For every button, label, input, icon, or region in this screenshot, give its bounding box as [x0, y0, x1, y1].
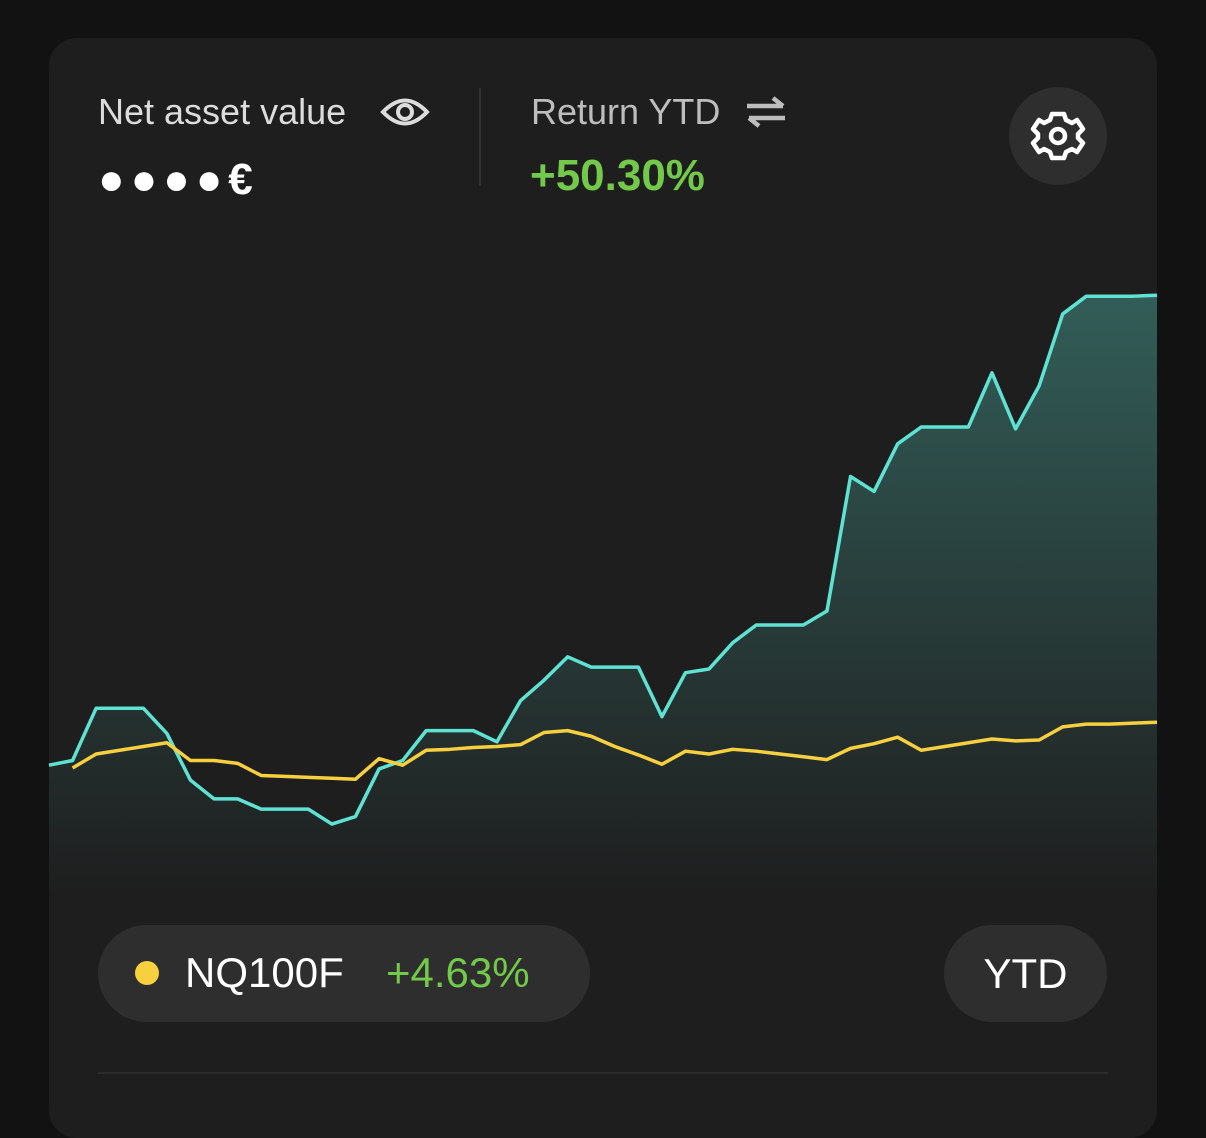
- line: [48, 293, 1158, 826]
- legend-name: NQ100F: [185, 949, 344, 996]
- benchmark-change: +4.63%: [386, 949, 530, 996]
- gear-icon: [1030, 111, 1086, 161]
- area: [49, 295, 1157, 896]
- divider: [479, 88, 481, 186]
- divider-line: [98, 1072, 1108, 1074]
- page: Net asset value ●●●●€ Return YTD +50.30%…: [48, 38, 1158, 1138]
- period-button[interactable]: YTD: [944, 925, 1107, 1022]
- return-value: +50.30%: [530, 151, 705, 200]
- settings-button[interactable]: [1009, 87, 1107, 185]
- benchmark-pill[interactable]: [98, 925, 590, 1022]
- chart: [48, 293, 1158, 896]
- return-label: Return YTD: [531, 91, 721, 132]
- eye-icon[interactable]: [380, 93, 430, 131]
- legend-dot: [135, 961, 159, 985]
- swap-icon[interactable]: [745, 95, 787, 129]
- nav-hidden-value: ●●●●€: [98, 155, 259, 204]
- line: [71, 720, 1158, 781]
- nav-label: Net asset value: [98, 91, 347, 132]
